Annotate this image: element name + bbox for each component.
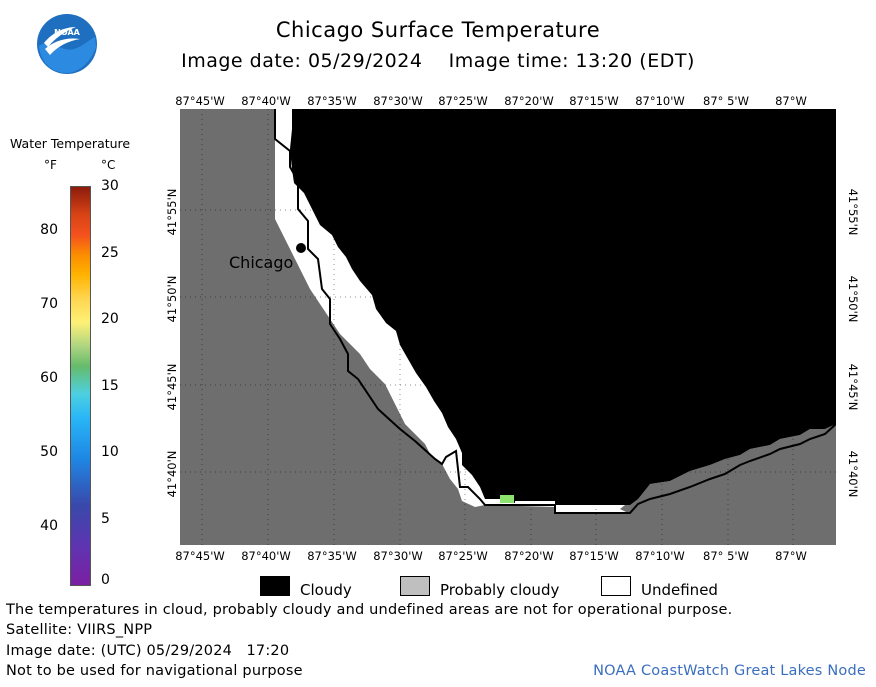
lon-label-bottom: 87° 5'W — [703, 549, 749, 563]
lon-label-top: 87°45'W — [175, 94, 225, 108]
temperature-color-bar — [70, 186, 91, 586]
lon-label-top: 87°15'W — [569, 94, 619, 108]
utc-date-text: Image date: (UTC) 05/29/2024 17:20 — [6, 643, 290, 659]
tick-c: 10 — [101, 444, 119, 460]
warm-water-patch — [500, 495, 514, 503]
lon-label-bottom: 87°W — [775, 549, 807, 563]
credit-text: NOAA CoastWatch Great Lakes Node — [593, 663, 866, 679]
lon-label-bottom: 87°25'W — [438, 549, 488, 563]
tick-f: 40 — [40, 518, 58, 534]
legend-title: Water Temperature — [10, 136, 131, 151]
chicago-marker — [296, 243, 306, 253]
lat-label-right: 41°45'N — [846, 363, 860, 411]
key-cloudy-label: Cloudy — [300, 581, 352, 599]
lon-label-bottom: 87°40'W — [241, 549, 291, 563]
tick-f: 80 — [40, 222, 58, 238]
tick-f: 50 — [40, 444, 58, 460]
noaa-logo-icon: NOAA — [37, 14, 97, 74]
lat-label-left: 41°45'N — [165, 363, 179, 411]
city-label-chicago: Chicago — [229, 253, 294, 272]
key-probably-cloudy-label: Probably cloudy — [440, 581, 560, 599]
lat-label-right: 41°55'N — [846, 188, 860, 236]
lon-label-bottom: 87°35'W — [307, 549, 357, 563]
surface-temperature-map — [180, 109, 836, 545]
lon-label-top: 87°35'W — [307, 94, 357, 108]
navigation-warning: Not to be used for navigational purpose — [6, 663, 303, 679]
tick-c: 0 — [101, 572, 110, 588]
lon-label-top: 87°W — [775, 94, 807, 108]
image-date-time: Image date: 05/29/2024 Image time: 13:20… — [181, 50, 695, 72]
unit-celsius: °C — [101, 158, 116, 172]
lat-label-left: 41°50'N — [165, 275, 179, 323]
lon-label-top: 87°40'W — [241, 94, 291, 108]
lon-label-bottom: 87°15'W — [569, 549, 619, 563]
key-cloudy-swatch — [260, 576, 290, 596]
lon-label-bottom: 87°30'W — [373, 549, 423, 563]
lat-label-left: 41°40'N — [165, 450, 179, 498]
lon-label-top: 87°25'W — [438, 94, 488, 108]
logo-text: NOAA — [54, 28, 80, 37]
lat-label-right: 41°50'N — [846, 275, 860, 323]
lat-label-right: 41°40'N — [846, 450, 860, 498]
lon-label-top: 87°20'W — [504, 94, 554, 108]
lat-label-left: 41°55'N — [165, 188, 179, 236]
cloudy-area — [290, 109, 836, 505]
lon-label-top: 87°10'W — [635, 94, 685, 108]
lon-label-bottom: 87°10'W — [635, 549, 685, 563]
tick-c: 5 — [101, 511, 110, 527]
tick-c: 15 — [101, 378, 119, 394]
shoreline — [274, 109, 836, 514]
lon-label-bottom: 87°45'W — [175, 549, 225, 563]
satellite-text: Satellite: VIIRS_NPP — [6, 622, 153, 638]
tick-c: 30 — [101, 178, 119, 194]
key-probably-cloudy-swatch — [400, 576, 430, 596]
tick-f: 70 — [40, 296, 58, 312]
key-undefined-label: Undefined — [641, 581, 718, 599]
lon-label-bottom: 87°20'W — [504, 549, 554, 563]
key-undefined-swatch — [601, 576, 631, 596]
tick-c: 20 — [101, 311, 119, 327]
lon-label-top: 87° 5'W — [703, 94, 749, 108]
tick-f: 60 — [40, 370, 58, 386]
tick-c: 25 — [101, 245, 119, 261]
disclaimer-text: The temperatures in cloud, probably clou… — [6, 602, 733, 618]
page-title: Chicago Surface Temperature — [275, 18, 601, 42]
lon-label-top: 87°30'W — [373, 94, 423, 108]
unit-fahrenheit: °F — [44, 158, 57, 172]
